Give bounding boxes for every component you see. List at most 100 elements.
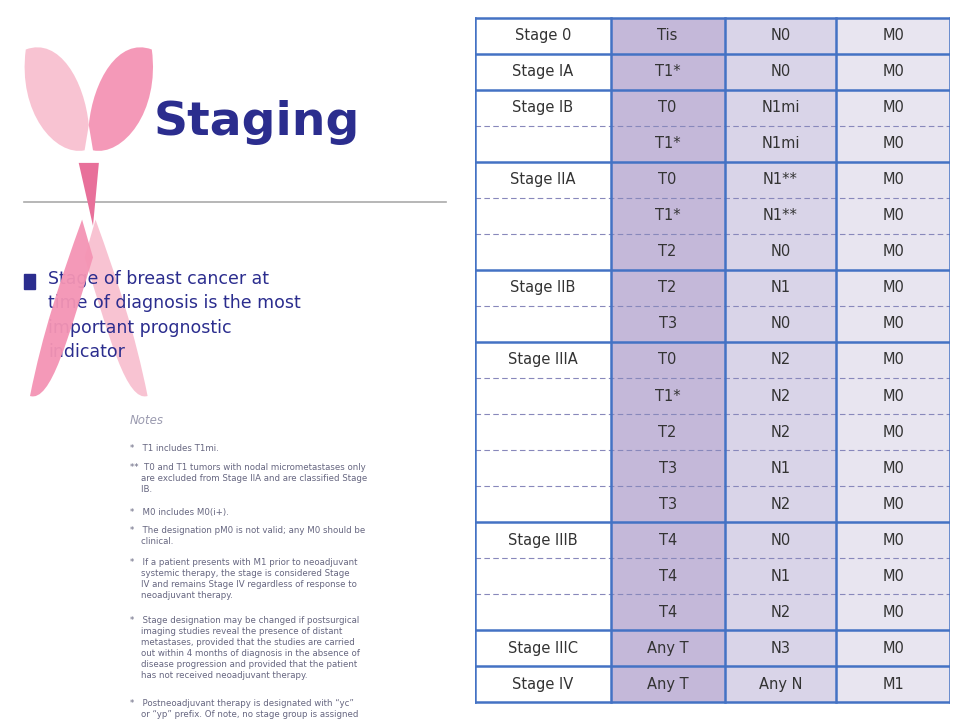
Text: M1: M1 bbox=[882, 677, 904, 692]
Text: Stage IIB: Stage IIB bbox=[510, 281, 576, 295]
Bar bbox=[611, 450, 725, 486]
Text: M0: M0 bbox=[882, 208, 904, 223]
Bar bbox=[836, 54, 950, 90]
Bar bbox=[836, 90, 950, 126]
Text: Tis: Tis bbox=[658, 28, 678, 43]
Bar bbox=[725, 486, 836, 522]
Bar bbox=[836, 306, 950, 342]
Text: T3: T3 bbox=[659, 497, 677, 512]
Text: M0: M0 bbox=[882, 605, 904, 620]
Text: M0: M0 bbox=[882, 100, 904, 115]
Bar bbox=[725, 234, 836, 270]
Bar bbox=[725, 342, 836, 378]
Text: N2: N2 bbox=[770, 497, 791, 512]
Bar bbox=[836, 630, 950, 666]
Bar bbox=[725, 54, 836, 90]
Text: M0: M0 bbox=[882, 425, 904, 439]
Bar bbox=[725, 594, 836, 630]
Bar bbox=[836, 666, 950, 702]
Text: M0: M0 bbox=[882, 317, 904, 331]
Text: N0: N0 bbox=[770, 533, 791, 548]
Text: T4: T4 bbox=[659, 533, 677, 548]
Text: T0: T0 bbox=[659, 100, 677, 115]
Text: T4: T4 bbox=[659, 569, 677, 584]
Text: *   The designation pM0 is not valid; any M0 should be
    clinical.: * The designation pM0 is not valid; any … bbox=[130, 526, 365, 546]
Text: Stage IIIC: Stage IIIC bbox=[508, 641, 578, 656]
Bar bbox=[611, 270, 725, 306]
Text: M0: M0 bbox=[882, 353, 904, 367]
Bar bbox=[611, 306, 725, 342]
Bar bbox=[725, 450, 836, 486]
Text: N0: N0 bbox=[770, 244, 791, 259]
Bar bbox=[836, 342, 950, 378]
Bar bbox=[836, 126, 950, 162]
Text: M0: M0 bbox=[882, 281, 904, 295]
Bar bbox=[611, 486, 725, 522]
Bar bbox=[611, 522, 725, 558]
Bar bbox=[725, 558, 836, 594]
Text: Any T: Any T bbox=[647, 677, 688, 692]
PathPatch shape bbox=[30, 220, 93, 397]
Text: *   Stage designation may be changed if postsurgical
    imaging studies reveal : * Stage designation may be changed if po… bbox=[130, 616, 359, 680]
Bar bbox=[611, 342, 725, 378]
Text: Staging: Staging bbox=[154, 100, 360, 145]
Bar bbox=[725, 306, 836, 342]
Bar bbox=[725, 270, 836, 306]
Text: T0: T0 bbox=[659, 353, 677, 367]
Bar bbox=[611, 54, 725, 90]
Text: Stage IB: Stage IB bbox=[513, 100, 573, 115]
Text: N1mi: N1mi bbox=[761, 100, 800, 115]
Bar bbox=[611, 126, 725, 162]
PathPatch shape bbox=[88, 48, 153, 151]
Text: N3: N3 bbox=[771, 641, 790, 656]
Text: T3: T3 bbox=[659, 461, 677, 476]
Text: Any T: Any T bbox=[647, 641, 688, 656]
Text: T1*: T1* bbox=[655, 389, 681, 403]
Text: Stage of breast cancer at
time of diagnosis is the most
important prognostic
ind: Stage of breast cancer at time of diagno… bbox=[48, 270, 300, 361]
Bar bbox=[611, 234, 725, 270]
Text: T2: T2 bbox=[659, 244, 677, 259]
Text: Any N: Any N bbox=[758, 677, 803, 692]
Text: M0: M0 bbox=[882, 28, 904, 43]
Bar bbox=[611, 558, 725, 594]
Bar bbox=[611, 90, 725, 126]
Text: M0: M0 bbox=[882, 389, 904, 403]
Bar bbox=[611, 594, 725, 630]
Text: M0: M0 bbox=[882, 497, 904, 512]
Bar bbox=[725, 378, 836, 414]
Bar bbox=[725, 90, 836, 126]
Text: *   Postneoadjuvant therapy is designated with “yc”
    or “yp” prefix. Of note,: * Postneoadjuvant therapy is designated … bbox=[130, 699, 358, 720]
Bar bbox=[725, 18, 836, 54]
Text: Stage IV: Stage IV bbox=[513, 677, 573, 692]
Bar bbox=[725, 522, 836, 558]
Text: T2: T2 bbox=[659, 425, 677, 439]
Bar bbox=[836, 270, 950, 306]
Bar bbox=[725, 630, 836, 666]
Bar bbox=[611, 414, 725, 450]
PathPatch shape bbox=[25, 48, 88, 151]
Bar bbox=[836, 414, 950, 450]
Bar bbox=[611, 666, 725, 702]
Text: M0: M0 bbox=[882, 461, 904, 476]
Bar bbox=[725, 162, 836, 198]
Bar bbox=[611, 630, 725, 666]
Bar bbox=[836, 234, 950, 270]
Bar bbox=[24, 274, 35, 289]
Text: T1*: T1* bbox=[655, 208, 681, 223]
Text: T0: T0 bbox=[659, 172, 677, 187]
Bar bbox=[611, 162, 725, 198]
Text: N2: N2 bbox=[770, 353, 791, 367]
Text: N2: N2 bbox=[770, 425, 791, 439]
Text: T2: T2 bbox=[659, 281, 677, 295]
Text: *   T1 includes T1mi.: * T1 includes T1mi. bbox=[130, 444, 218, 454]
Text: Stage IIIB: Stage IIIB bbox=[508, 533, 578, 548]
Text: N1mi: N1mi bbox=[761, 136, 800, 151]
Text: T1*: T1* bbox=[655, 64, 681, 79]
Text: M0: M0 bbox=[882, 244, 904, 259]
Text: N1**: N1** bbox=[763, 172, 798, 187]
Bar bbox=[725, 198, 836, 234]
Text: N0: N0 bbox=[770, 64, 791, 79]
Text: M0: M0 bbox=[882, 64, 904, 79]
PathPatch shape bbox=[79, 163, 99, 226]
Text: N0: N0 bbox=[770, 317, 791, 331]
